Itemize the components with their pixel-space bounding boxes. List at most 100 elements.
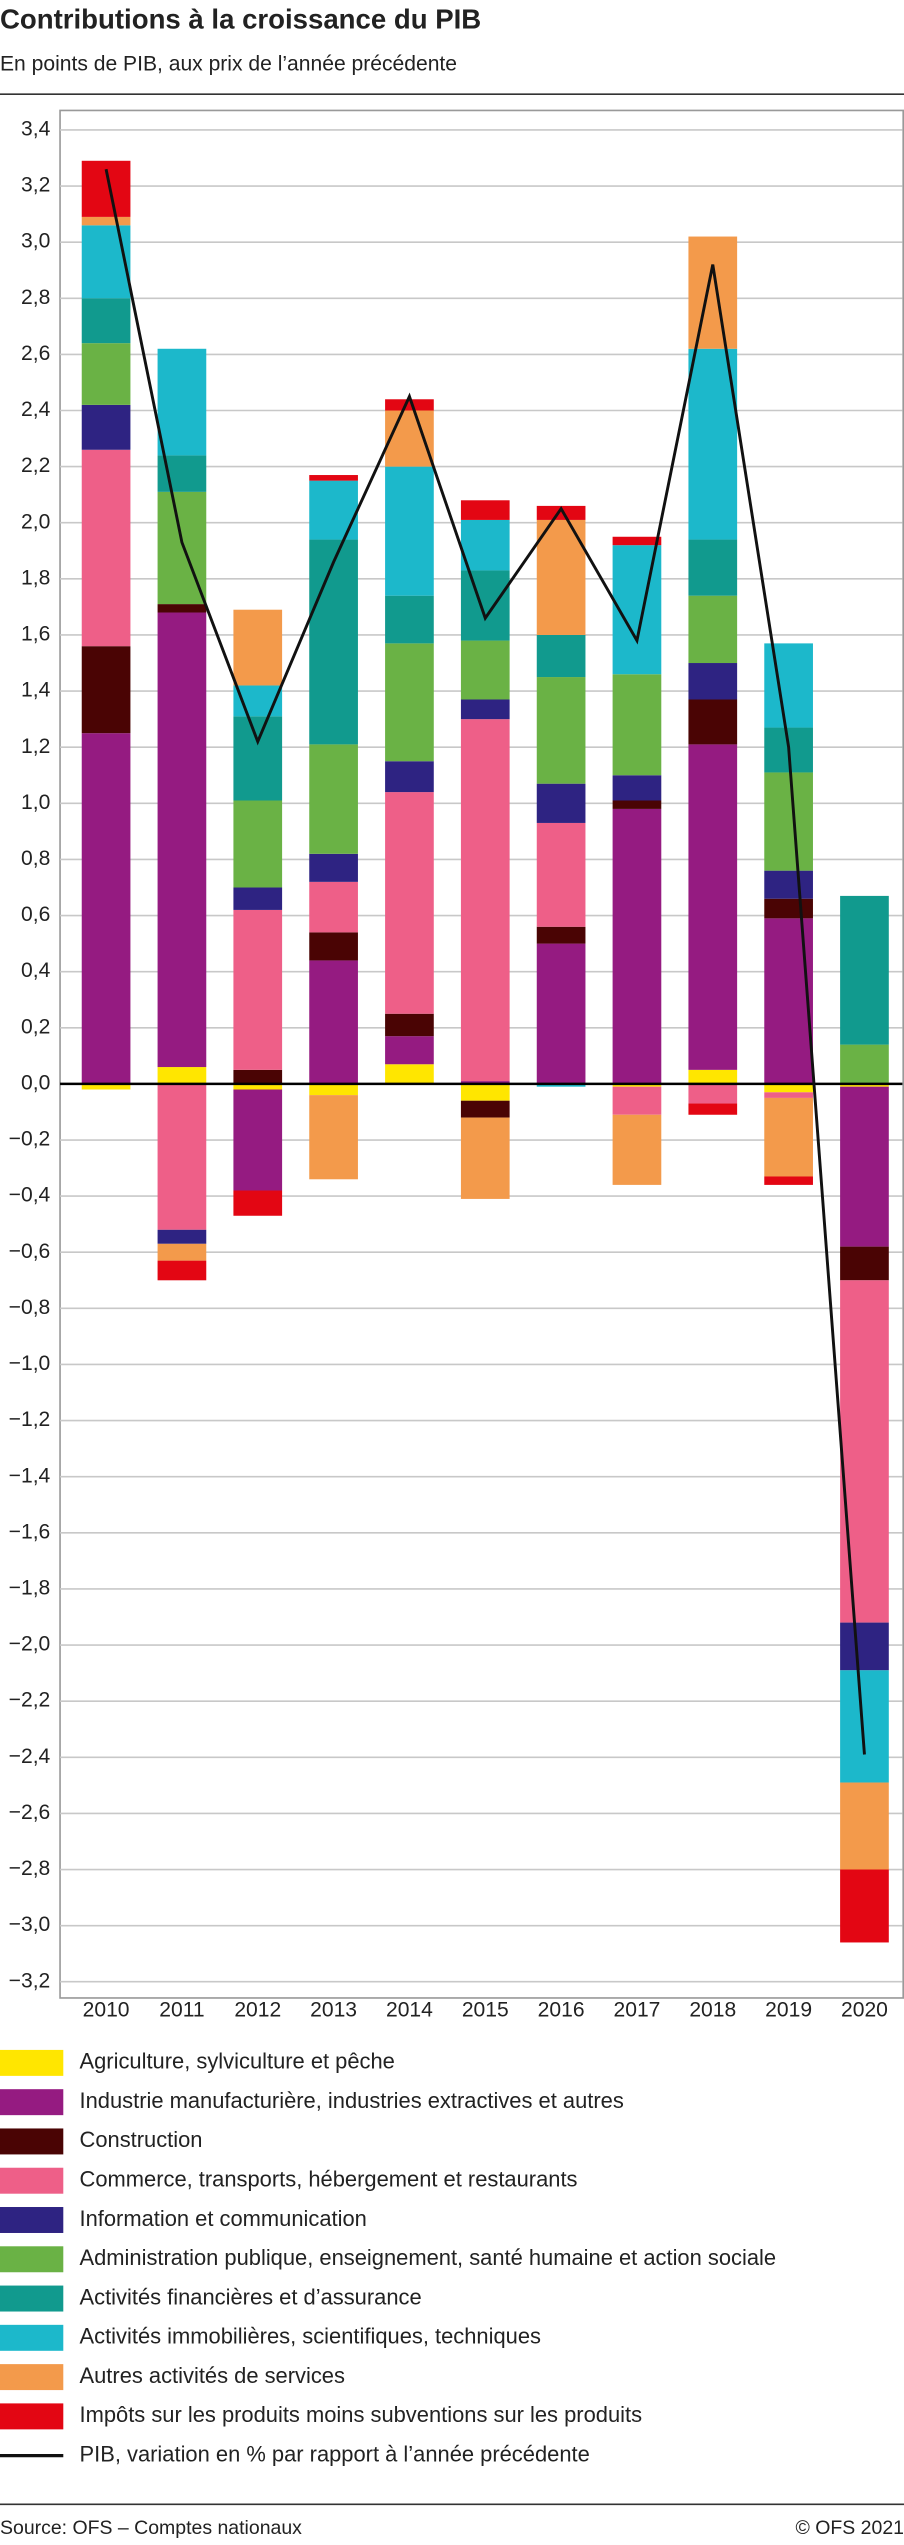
- y-tick-label: −1,0: [9, 1352, 51, 1375]
- legend-swatch: [0, 2128, 64, 2155]
- y-tick-label: −0,2: [9, 1128, 51, 1151]
- bar-segment: [233, 1069, 283, 1084]
- y-tick-label: 0,2: [21, 1015, 50, 1038]
- legend-swatch: [0, 2324, 64, 2351]
- bar-segment: [460, 519, 510, 571]
- bar-segment: [309, 960, 358, 1084]
- y-tick-label: 1,4: [21, 679, 51, 702]
- bar-segment: [460, 570, 510, 641]
- y-tick-label: −0,6: [9, 1240, 51, 1263]
- bar-segment: [385, 792, 434, 1014]
- bar-segment: [612, 808, 662, 1084]
- x-tick-label: 2013: [310, 1999, 357, 2022]
- bar-segment: [233, 609, 283, 686]
- bar-segment: [764, 1083, 813, 1093]
- bar-segment: [688, 595, 738, 664]
- bar-segment: [81, 343, 131, 405]
- y-tick-label: −2,6: [9, 1801, 51, 1824]
- bar-segment: [688, 1103, 738, 1115]
- bar-segment: [385, 466, 434, 596]
- legend-label: Construction: [80, 2127, 203, 2152]
- x-tick-label: 2012: [234, 1999, 281, 2022]
- bar-segment: [385, 643, 434, 762]
- bar-segment: [764, 898, 813, 919]
- y-tick-label: 1,8: [21, 566, 50, 589]
- bar-segment: [612, 674, 662, 776]
- bar-segment: [157, 1243, 207, 1261]
- y-tick-label: −1,8: [9, 1577, 51, 1600]
- bar-segment: [385, 1036, 434, 1065]
- bar-segment: [81, 1083, 131, 1090]
- bar-segment: [157, 1083, 207, 1230]
- y-tick-label: −2,8: [9, 1857, 51, 1880]
- bar-segment: [460, 1117, 510, 1199]
- bar-segment: [309, 480, 358, 540]
- bar-segment: [81, 225, 131, 299]
- bar-segment: [612, 775, 662, 801]
- y-tick-label: 2,0: [21, 510, 50, 533]
- chart-subtitle: En points de PIB, aux prix de l’année pr…: [0, 53, 457, 76]
- bar-segment: [460, 719, 510, 1082]
- bar-segment: [840, 1622, 889, 1671]
- y-tick-label: 0,4: [21, 959, 51, 982]
- bar-segment: [309, 932, 358, 961]
- bar-segment: [840, 1086, 889, 1247]
- bar-segment: [688, 1083, 738, 1104]
- bar-segment: [536, 783, 586, 823]
- plot-frame: [59, 109, 904, 1999]
- bar-segment: [81, 160, 131, 217]
- bar-segment: [233, 800, 283, 888]
- bar-segment: [233, 1190, 283, 1216]
- bar-segment: [688, 744, 738, 1070]
- y-tick-label: −0,8: [9, 1296, 51, 1319]
- bar-segment: [309, 539, 358, 745]
- legend-label: Commerce, transports, hébergement et res…: [80, 2167, 578, 2192]
- bar-segment: [233, 887, 283, 910]
- legend-swatch: [0, 2207, 64, 2233]
- bar-segment: [157, 1229, 207, 1244]
- y-tick-label: 2,6: [21, 342, 50, 365]
- y-tick-label: −2,0: [9, 1633, 51, 1656]
- y-tick-label: −1,6: [9, 1520, 51, 1543]
- source: Source: OFS – Comptes nationaux: [0, 2517, 302, 2539]
- bar-segment: [233, 909, 283, 1070]
- legend-label: Activités immobilières, scientifiques, t…: [80, 2324, 541, 2349]
- bar-segment: [764, 1092, 813, 1098]
- bar-segment: [157, 604, 207, 613]
- bar-segment: [81, 646, 131, 734]
- bar-segment: [840, 1044, 889, 1084]
- x-tick-label: 2016: [538, 1999, 585, 2022]
- y-tick-label: 2,4: [21, 398, 51, 421]
- legend-swatch: [0, 2364, 64, 2391]
- bar-segment: [385, 399, 434, 411]
- y-tick-label: 0,8: [21, 847, 50, 870]
- bar-segment: [157, 1067, 207, 1084]
- y-tick-label: 3,4: [21, 118, 51, 141]
- bar-segment: [81, 216, 131, 226]
- bar-segment: [460, 640, 510, 700]
- bar-segment: [764, 643, 813, 728]
- legend-swatch: [0, 2089, 64, 2116]
- y-tick-label: −2,2: [9, 1689, 51, 1712]
- bar-segment: [536, 926, 586, 944]
- bar-segment: [612, 536, 662, 546]
- y-tick-label: 0,0: [21, 1071, 50, 1094]
- bar-segment: [81, 298, 131, 344]
- bar-segment: [536, 505, 586, 520]
- bar-segment: [81, 404, 131, 450]
- y-tick-label: −1,2: [9, 1408, 51, 1431]
- bar-segment: [460, 500, 510, 520]
- x-tick-label: 2014: [386, 1999, 433, 2022]
- y-tick-label: −3,2: [9, 1969, 51, 1992]
- bar-segment: [764, 918, 813, 1084]
- bar-segment: [460, 699, 510, 720]
- bar-segment: [385, 595, 434, 644]
- bar-segment: [81, 449, 131, 647]
- bar-segment: [840, 1083, 889, 1087]
- legend-label: Industrie manufacturière, industries ext…: [80, 2088, 624, 2113]
- bar-segment: [157, 348, 207, 456]
- gdp-line: [104, 168, 866, 1755]
- bar-segment: [840, 1670, 889, 1783]
- bar-segment: [764, 870, 813, 899]
- bar-segment: [840, 1782, 889, 1870]
